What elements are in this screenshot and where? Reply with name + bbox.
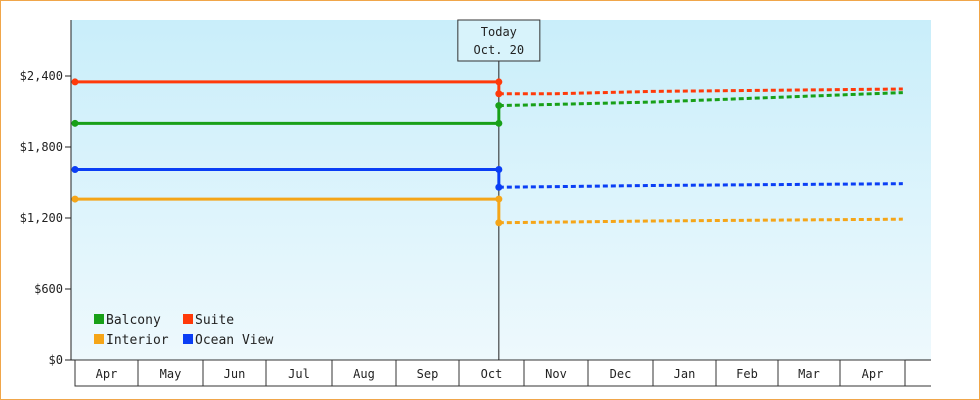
ocean-view-forecast-line — [498, 182, 903, 189]
suite-point — [71, 78, 79, 86]
suite-forecast-line — [498, 87, 903, 96]
suite-point — [495, 90, 503, 98]
suite-point — [495, 78, 503, 86]
today-label: Today — [481, 25, 517, 39]
month-cell — [777, 359, 841, 387]
today-marker: Today Oct. 20 — [457, 19, 541, 360]
interior-point — [71, 195, 79, 203]
month-label: Apr — [862, 367, 884, 381]
y-tick-label: $1,800 — [20, 140, 63, 154]
y-tick-label: $1,200 — [20, 211, 63, 225]
month-cell — [587, 359, 654, 387]
interior-legend-swatch — [94, 334, 104, 344]
today-box — [457, 19, 541, 62]
month-label: Feb — [736, 367, 758, 381]
month-label: Aug — [353, 367, 375, 381]
month-label: Dec — [610, 367, 632, 381]
plot-background — [71, 20, 931, 360]
month-cell — [458, 359, 525, 387]
balcony-forecast-line — [498, 91, 903, 108]
today-date-label: Oct. 20 — [474, 43, 525, 57]
ocean-view-legend-swatch — [183, 334, 193, 344]
balcony-point — [495, 102, 503, 110]
interior-point — [495, 219, 503, 227]
month-cell — [839, 359, 906, 387]
month-label: Sep — [417, 367, 439, 381]
balcony-point — [71, 119, 79, 127]
balcony-legend-swatch — [94, 314, 104, 324]
month-cell — [137, 359, 204, 387]
y-tick-label: $600 — [34, 282, 63, 296]
month-label: Apr — [96, 367, 118, 381]
ocean-view-legend-label: Ocean View — [195, 333, 273, 348]
month-label: Mar — [798, 367, 820, 381]
suite-legend-label: Suite — [195, 313, 234, 328]
y-tick-label: $0 — [49, 353, 63, 367]
month-cell — [265, 359, 333, 387]
ocean-view-point — [71, 165, 79, 173]
month-label: Jan — [674, 367, 696, 381]
month-cell — [715, 359, 779, 387]
month-cell — [331, 359, 397, 387]
balcony-point — [495, 119, 503, 127]
month-label: Nov — [545, 367, 567, 381]
ocean-view-point — [495, 165, 503, 173]
x-axis-months: Apr May Jun Jul Aug Sep Oct Nov Dec Jan Feb Mar Apr — [74, 359, 931, 387]
month-label: Jul — [288, 367, 310, 381]
month-label: Oct — [481, 367, 503, 381]
suite-legend-swatch — [183, 314, 193, 324]
y-tick-label: $2,400 — [20, 69, 63, 83]
legend: Balcony Suite Interior Ocean View — [94, 313, 273, 348]
series-lines — [71, 78, 903, 227]
month-label: May — [160, 367, 182, 381]
interior-legend-label: Interior — [106, 333, 169, 348]
balcony-legend-label: Balcony — [106, 313, 161, 328]
interior-forecast-line — [498, 217, 903, 225]
interior-point — [495, 195, 503, 203]
month-label: Jun — [224, 367, 246, 381]
ocean-view-point — [495, 183, 503, 191]
month-cell — [652, 359, 717, 387]
month-cell — [202, 359, 267, 387]
